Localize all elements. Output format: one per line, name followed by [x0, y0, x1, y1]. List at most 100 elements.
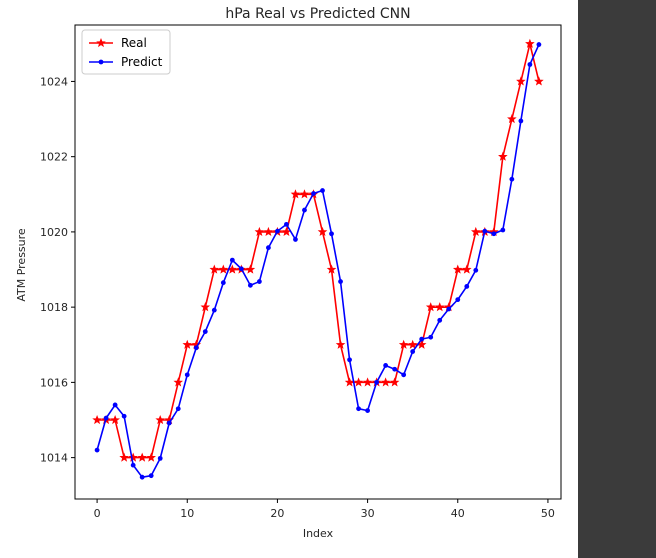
data-point-real [344, 377, 355, 387]
data-point-real [353, 377, 364, 387]
plot-area [74, 24, 562, 500]
x-axis-label: Index [303, 527, 334, 540]
data-point-real [380, 377, 391, 387]
data-point-real [146, 452, 156, 462]
data-point-predict [464, 284, 470, 289]
data-point-predict [202, 329, 208, 334]
data-point-predict [428, 334, 434, 340]
legend-label-real: Real [121, 36, 147, 50]
data-point-predict [419, 336, 425, 342]
legend-box [81, 29, 171, 75]
data-point-real [516, 76, 526, 86]
data-point-predict [455, 297, 461, 303]
data-point-real [498, 151, 508, 161]
data-point-real [425, 302, 436, 312]
line-chart: hPa Real vs Predicted CNN 0 10 20 30 40 50 10… [15, 6, 562, 540]
data-point-real [254, 226, 265, 236]
data-point-real [407, 339, 418, 349]
figure-canvas: hPa Real vs Predicted CNN 0 10 20 30 40 50 10… [0, 0, 578, 558]
data-point-predict [256, 279, 262, 284]
x-tick-label: 40 [451, 507, 465, 520]
y-tick-label: 1024 [40, 75, 68, 88]
data-point-real [434, 302, 445, 312]
data-point-real [209, 264, 220, 274]
data-point-predict [338, 279, 343, 284]
axes-frame [74, 24, 562, 500]
legend-marker-predict [98, 59, 104, 65]
data-point-predict [266, 245, 271, 251]
data-point-real [218, 264, 229, 274]
chart-title: hPa Real vs Predicted CNN [225, 6, 410, 22]
data-point-real [471, 226, 481, 236]
data-point-predict [157, 455, 163, 461]
data-point-predict [229, 257, 235, 263]
data-point-predict [446, 306, 452, 312]
data-point-real [335, 339, 346, 349]
x-tick-label: 20 [270, 507, 284, 520]
data-point-predict [392, 366, 398, 372]
data-point-predict [374, 379, 380, 385]
data-point-real [137, 452, 147, 462]
legend: Real Predict [81, 29, 171, 75]
y-axis: 1014 1016 1018 1020 1022 1024 [40, 75, 75, 465]
data-point-real [119, 452, 129, 462]
data-point-real [326, 264, 337, 274]
legend-marker-real [96, 37, 106, 48]
data-point-real [245, 264, 256, 274]
data-point-predict [347, 357, 352, 363]
data-point-predict [103, 415, 109, 421]
data-point-predict [437, 317, 443, 323]
y-axis-label: ATM Pressure [15, 228, 28, 302]
y-tick-label: 1016 [40, 376, 68, 389]
series-line-predict [96, 44, 540, 478]
data-point-real [290, 189, 301, 199]
x-tick-label: 30 [361, 507, 375, 520]
data-point-predict [410, 349, 416, 354]
legend-item-real: Real [89, 36, 147, 50]
data-point-predict [238, 266, 244, 272]
data-point-real [155, 414, 165, 425]
data-point-predict [211, 307, 217, 313]
legend-item-predict: Predict [89, 55, 163, 69]
data-point-real [200, 302, 211, 312]
x-tick-label: 0 [94, 507, 101, 520]
data-point-real [507, 114, 517, 124]
data-point-predict [121, 413, 127, 419]
data-point-real [110, 414, 120, 425]
data-point-real [92, 414, 102, 425]
y-tick-label: 1022 [40, 151, 68, 164]
data-point-predict [247, 282, 253, 288]
data-point-predict [491, 231, 497, 237]
data-point-real [299, 189, 310, 199]
data-point-predict [293, 237, 298, 242]
data-point-real [173, 377, 184, 387]
data-point-real [525, 38, 535, 48]
data-point-predict [536, 42, 542, 47]
data-point-predict [166, 420, 172, 426]
data-point-real [263, 226, 274, 236]
data-point-real [128, 452, 138, 462]
data-point-predict [284, 221, 289, 227]
data-point-predict [509, 176, 515, 182]
data-point-predict [473, 267, 479, 273]
data-point-real [461, 264, 472, 274]
data-point-real [317, 226, 328, 236]
data-point-predict [175, 406, 181, 412]
legend-label-predict: Predict [121, 55, 163, 69]
data-point-predict [193, 345, 199, 351]
y-tick-label: 1014 [40, 452, 68, 465]
data-point-predict [220, 280, 226, 286]
data-point-real [534, 76, 544, 86]
x-tick-label: 50 [541, 507, 555, 520]
data-point-real [389, 377, 400, 387]
data-point-predict [329, 231, 334, 237]
series-predict [94, 42, 542, 480]
data-point-predict [356, 406, 361, 412]
data-point-predict [184, 372, 190, 378]
data-point-predict [401, 372, 407, 378]
data-point-real [452, 264, 463, 274]
data-point-predict [94, 447, 100, 453]
data-point-predict [139, 474, 145, 480]
y-tick-label: 1020 [40, 226, 68, 239]
data-point-real [398, 339, 409, 349]
